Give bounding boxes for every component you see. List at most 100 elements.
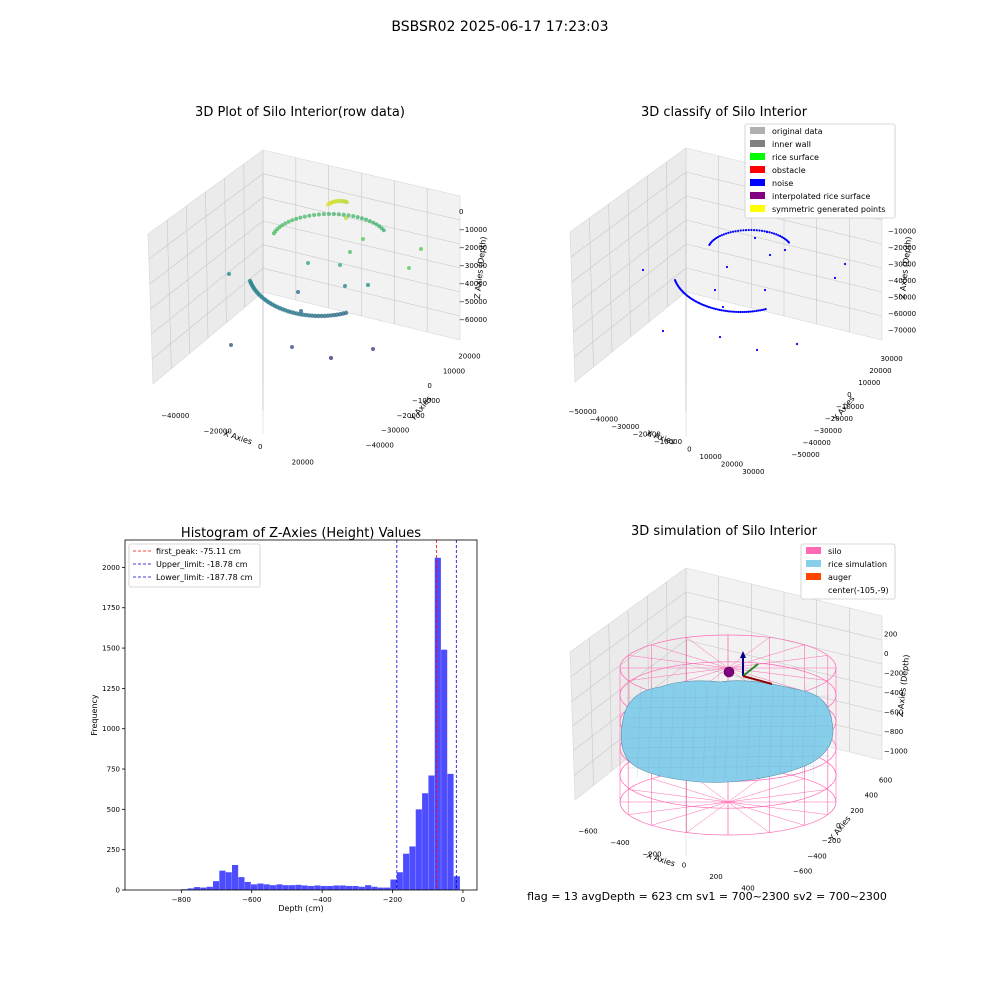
noise-point bbox=[726, 310, 729, 313]
raw-z-tick-label: −50000 bbox=[459, 298, 487, 306]
legend-swatch bbox=[750, 140, 765, 147]
legend-swatch bbox=[750, 127, 765, 134]
noise-point bbox=[749, 310, 752, 313]
histogram-bar bbox=[282, 885, 289, 890]
cls-title: 3D classify of Silo Interior bbox=[641, 105, 808, 120]
noise-point bbox=[724, 309, 727, 312]
raw-z-tick-label: −30000 bbox=[459, 262, 487, 270]
histogram-bar bbox=[225, 872, 232, 890]
rice-mesh-line bbox=[702, 685, 708, 779]
histogram-bar bbox=[441, 649, 448, 890]
legend-label: noise bbox=[772, 179, 793, 188]
noise-point bbox=[713, 237, 716, 241]
noise-point bbox=[733, 310, 736, 313]
raw-data-point bbox=[299, 309, 303, 313]
raw-data-point bbox=[283, 221, 288, 226]
sim-z-tick-label: 0 bbox=[884, 650, 888, 658]
noise-point bbox=[753, 310, 756, 313]
histogram-bar bbox=[289, 885, 296, 890]
silo-spoke bbox=[727, 644, 805, 669]
silo-spoke bbox=[727, 637, 770, 669]
raw-data-point bbox=[302, 214, 307, 219]
sim-legend: silo rice simulation auger center(-105,-9) bbox=[800, 543, 896, 600]
noise-point bbox=[764, 308, 767, 311]
noise-point bbox=[729, 231, 732, 234]
noise-point bbox=[747, 310, 750, 313]
rice-mesh-line bbox=[691, 685, 697, 779]
x-axis-label: Depth (cm) bbox=[278, 904, 323, 913]
raw-z-tick-label: 0 bbox=[459, 208, 463, 216]
noise-point bbox=[721, 305, 725, 309]
raw-data-point bbox=[290, 218, 295, 223]
noise-point bbox=[661, 329, 665, 333]
raw-gridline bbox=[151, 268, 264, 360]
histogram-bar bbox=[339, 885, 346, 890]
sim-y-tick-label: 400 bbox=[865, 792, 878, 800]
noise-point bbox=[753, 228, 756, 232]
histogram-bar bbox=[333, 885, 340, 890]
histogram-bar bbox=[232, 865, 239, 890]
cls-z-tick-label: −50000 bbox=[888, 294, 916, 302]
histogram-bar bbox=[384, 887, 391, 890]
histogram-bar bbox=[200, 887, 207, 890]
noise-point bbox=[755, 229, 758, 232]
raw-x-tick-label: 0 bbox=[258, 443, 262, 451]
sim-z-tick-label: −200 bbox=[884, 670, 903, 678]
noise-point bbox=[745, 310, 748, 313]
raw-data-point bbox=[367, 219, 372, 224]
rice-mesh-line bbox=[757, 685, 763, 779]
histogram-bar bbox=[244, 881, 251, 890]
sim-y-tick-label: −600 bbox=[793, 867, 812, 875]
noise-point bbox=[743, 310, 746, 314]
silo-spoke bbox=[727, 667, 805, 692]
raw-y-tick-label: −10000 bbox=[412, 397, 440, 405]
histogram-bar bbox=[181, 889, 188, 890]
noise-point bbox=[783, 248, 787, 252]
legend-swatch bbox=[806, 573, 821, 580]
sim-y-tick-label: 200 bbox=[850, 807, 863, 815]
z-arrow-head bbox=[740, 651, 746, 658]
cls-x-tick-label: −50000 bbox=[569, 408, 597, 416]
noise-point bbox=[739, 310, 742, 314]
noise-point bbox=[768, 253, 772, 257]
noise-point bbox=[770, 231, 773, 235]
histogram-bar bbox=[301, 885, 308, 890]
noise-point bbox=[742, 229, 745, 232]
rice-mesh-line bbox=[790, 685, 796, 779]
noise-point bbox=[751, 310, 754, 313]
raw-y-tick-label: 10000 bbox=[443, 367, 465, 375]
noise-point bbox=[741, 310, 744, 314]
sim-z-tick-label: −600 bbox=[884, 708, 903, 716]
raw-data-point bbox=[381, 228, 386, 233]
raw-data-point bbox=[298, 215, 303, 220]
noise-point bbox=[737, 229, 740, 232]
noise-point bbox=[716, 308, 719, 311]
histogram-bar bbox=[396, 872, 403, 890]
x-axis-arrow bbox=[742, 675, 773, 685]
cls-y-tick-label: −50000 bbox=[792, 451, 820, 459]
cls-z-tick-label: −60000 bbox=[888, 310, 916, 318]
x-tick-label: −600 bbox=[242, 896, 261, 904]
histogram-bar bbox=[434, 557, 441, 890]
silo-spoke bbox=[727, 789, 828, 803]
noise-point bbox=[705, 305, 709, 308]
y-tick-label: 750 bbox=[107, 766, 120, 774]
raw-data-point bbox=[312, 212, 317, 217]
raw-data-point bbox=[307, 213, 312, 218]
legend-label: center(-105,-9) bbox=[828, 586, 889, 595]
x-tick-label: 0 bbox=[461, 896, 465, 904]
cls-side-pane bbox=[569, 147, 687, 383]
raw-data-point bbox=[326, 212, 331, 217]
silo-spoke bbox=[651, 778, 729, 803]
raw-data-point bbox=[407, 266, 411, 270]
raw-data-point bbox=[374, 222, 379, 227]
sim-z-axis-label: Z Axies (Depth) bbox=[896, 654, 912, 717]
silo-spoke bbox=[727, 801, 770, 833]
noise-point bbox=[711, 306, 714, 310]
histogram-bar bbox=[371, 886, 378, 890]
histogram-bar bbox=[415, 809, 422, 890]
raw-data-point bbox=[309, 313, 315, 318]
noise-point bbox=[755, 348, 759, 352]
noise-point bbox=[731, 230, 735, 233]
noise-point bbox=[765, 230, 769, 234]
